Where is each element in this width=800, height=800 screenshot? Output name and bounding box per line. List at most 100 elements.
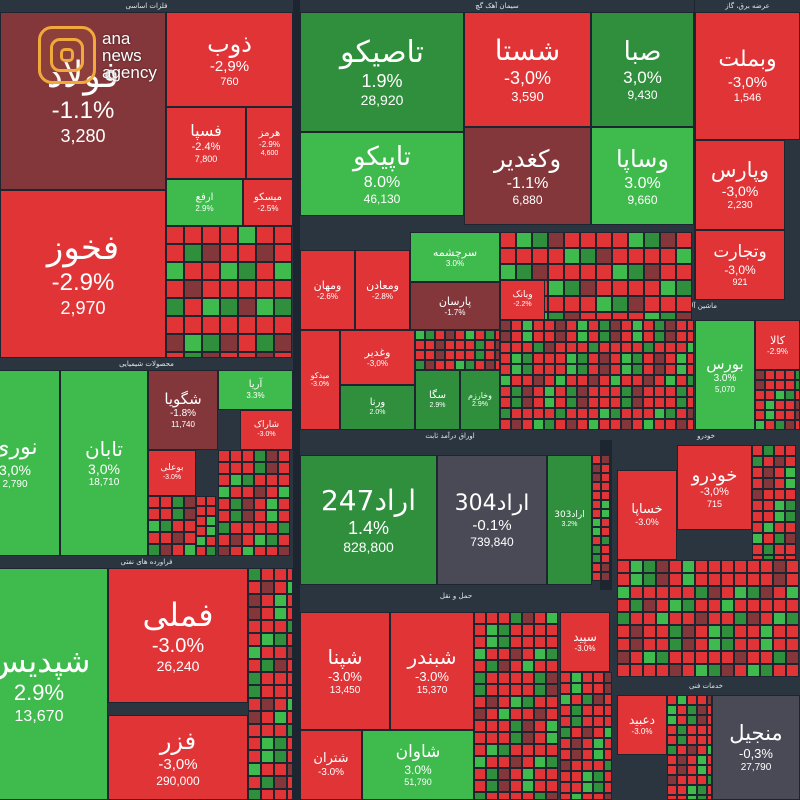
tile-arfa[interactable]: ارفع 2.9% bbox=[166, 179, 243, 226]
mini-tile bbox=[577, 419, 588, 430]
tile-vbank[interactable]: وبانک -2.2% bbox=[500, 280, 545, 320]
tile-tapiko[interactable]: تاپیکو 8.0% 46,130 bbox=[300, 132, 464, 216]
tile-name: ومهان bbox=[313, 278, 342, 292]
tile-sega[interactable]: سگا 2.9% bbox=[415, 370, 460, 430]
tile-price: 290,000 bbox=[156, 773, 200, 788]
mini-tile bbox=[601, 545, 610, 554]
mini-tile bbox=[498, 720, 510, 732]
mini-tile bbox=[774, 544, 785, 555]
tile-vmaaden[interactable]: ومعادن -2.8% bbox=[355, 250, 410, 330]
mini-tile bbox=[773, 651, 786, 664]
tile-sarcheshmeh[interactable]: سرچشمه 3.0% bbox=[410, 232, 500, 282]
tile-khsapa[interactable]: خساپا -3.0% bbox=[617, 470, 677, 560]
tile-shgooya[interactable]: شگویا -1.8% 11,740 bbox=[148, 370, 218, 450]
tile-varna[interactable]: ورنا 2.0% bbox=[340, 385, 415, 430]
mini-tile bbox=[677, 785, 687, 795]
mini-tile bbox=[172, 532, 184, 544]
tile-kala[interactable]: کالا -2.9% bbox=[755, 320, 800, 370]
tile-khodro[interactable]: خودرو -3,0% 715 bbox=[677, 445, 752, 530]
mini-tile bbox=[654, 353, 665, 364]
mini-tile bbox=[580, 232, 596, 248]
tile-vmahan[interactable]: ومهان -2.6% bbox=[300, 250, 355, 330]
tile-arad304[interactable]: اراد304 -0.1% 739,840 bbox=[437, 455, 547, 585]
tile-manjil[interactable]: منجیل -0,3% 27,790 bbox=[712, 695, 800, 800]
tile-vkharazm[interactable]: وخارزم 2.9% bbox=[460, 370, 500, 430]
mini-tile bbox=[274, 594, 287, 607]
tile-price: 15,370 bbox=[416, 684, 448, 696]
sector-label: ماشین آلات bbox=[683, 302, 717, 310]
mini-tile bbox=[274, 672, 287, 685]
mini-tile bbox=[660, 232, 676, 248]
tile-saba[interactable]: صبا 3,0% 9,430 bbox=[591, 12, 694, 127]
mini-tile bbox=[566, 353, 577, 364]
tile-name: شپنا bbox=[327, 645, 363, 670]
tile-fameli[interactable]: فملی -3.0% 26,240 bbox=[108, 568, 248, 703]
tile-shepna[interactable]: شپنا -3.0% 13,450 bbox=[300, 612, 390, 730]
mini-tile bbox=[172, 520, 184, 532]
mini-tile bbox=[592, 554, 601, 563]
tile-arad247[interactable]: اراد247 1.4% 828,800 bbox=[300, 455, 437, 585]
mini-tile bbox=[654, 419, 665, 430]
tile-bourse[interactable]: بورس 3.0% 5,070 bbox=[695, 320, 755, 430]
tile-vpars[interactable]: وپارس -3,0% 2,230 bbox=[695, 140, 785, 230]
mini-tile bbox=[266, 522, 278, 534]
mini-tile bbox=[760, 625, 773, 638]
tile-shetran[interactable]: شتران -3.0% bbox=[300, 730, 362, 800]
tile-sharak[interactable]: شاراک -3.0% bbox=[240, 410, 293, 450]
tile-parsan[interactable]: پارسان -1.7% bbox=[410, 282, 500, 330]
mini-tile bbox=[656, 560, 669, 573]
mini-tile bbox=[599, 386, 610, 397]
mini-tile bbox=[218, 450, 230, 462]
tile-aria[interactable]: آریا 3.3% bbox=[218, 370, 293, 410]
mini-tile bbox=[465, 330, 475, 340]
tile-fkhouz[interactable]: فخوز -2.9% 2,970 bbox=[0, 190, 166, 358]
tile-daabid[interactable]: دعبید -3.0% bbox=[617, 695, 667, 755]
tile-noori[interactable]: نوری 3,0% 2,790 bbox=[0, 370, 60, 556]
mini-tile bbox=[601, 536, 610, 545]
tile-shavan[interactable]: شاوان 3.0% 51,790 bbox=[362, 730, 474, 800]
tile-booali[interactable]: بوعلی -3.0% bbox=[148, 450, 196, 496]
mini-tile bbox=[516, 232, 532, 248]
mini-tile bbox=[643, 625, 656, 638]
mini-tile bbox=[564, 264, 580, 280]
tile-hormoz[interactable]: هرمز -2.9% 4,600 bbox=[246, 107, 293, 179]
tile-zob[interactable]: ذوب -2,9% 760 bbox=[166, 12, 293, 107]
mini-tile bbox=[734, 586, 747, 599]
mini-tile bbox=[765, 370, 775, 380]
tile-arad303[interactable]: اراد303 3.2% bbox=[547, 455, 592, 585]
tile-shpedis[interactable]: شپدیس 2.9% 13,670 bbox=[0, 568, 108, 800]
tile-shbandar[interactable]: شبندر -3.0% 15,370 bbox=[390, 612, 474, 730]
tile-fazar[interactable]: فزر -3,0% 290,000 bbox=[108, 715, 248, 800]
mini-tile bbox=[534, 636, 546, 648]
tile-vbemellat[interactable]: وبملت -3,0% 1,546 bbox=[695, 12, 800, 140]
mini-tile bbox=[511, 375, 522, 386]
tile-name: شاراک bbox=[253, 420, 280, 431]
tile-tasiko[interactable]: تاصیکو 1.9% 28,920 bbox=[300, 12, 464, 132]
tile-name: ذوب bbox=[207, 29, 252, 58]
tile-shasta[interactable]: شستا -3,0% 3,590 bbox=[464, 12, 591, 127]
tile-vakghadir[interactable]: وکغدیر -1.1% 6,880 bbox=[464, 127, 591, 225]
tile-vasapa[interactable]: وساپا 3.0% 9,660 bbox=[591, 127, 694, 225]
mini-tile bbox=[695, 560, 708, 573]
tile-vtejarat[interactable]: وتجارت -3,0% 921 bbox=[695, 230, 785, 300]
mini-tile bbox=[752, 555, 763, 560]
mini-tile bbox=[577, 397, 588, 408]
mini-tile bbox=[687, 735, 697, 745]
mini-tile bbox=[697, 795, 707, 800]
mini-tile bbox=[486, 624, 498, 636]
mini-tile bbox=[593, 683, 604, 694]
mini-tile bbox=[654, 408, 665, 419]
mini-tile bbox=[500, 364, 511, 375]
mini-tile bbox=[287, 789, 293, 800]
mini-tile bbox=[566, 375, 577, 386]
tile-sepid[interactable]: سپید -3.0% bbox=[560, 612, 610, 672]
tile-vghadir[interactable]: وغدیر -3,0% bbox=[340, 330, 415, 385]
tile-fespa[interactable]: فسپا -2.4% 7,800 bbox=[166, 107, 246, 179]
mini-tile bbox=[687, 353, 694, 364]
tile-misco[interactable]: میسکو -2.5% bbox=[243, 179, 293, 226]
mini-tile bbox=[582, 705, 593, 716]
mini-tile bbox=[274, 763, 287, 776]
tile-midko[interactable]: میدکو -3.0% bbox=[300, 330, 340, 430]
tile-taban[interactable]: تابان 3,0% 18,710 bbox=[60, 370, 148, 556]
mini-tile bbox=[697, 755, 707, 765]
